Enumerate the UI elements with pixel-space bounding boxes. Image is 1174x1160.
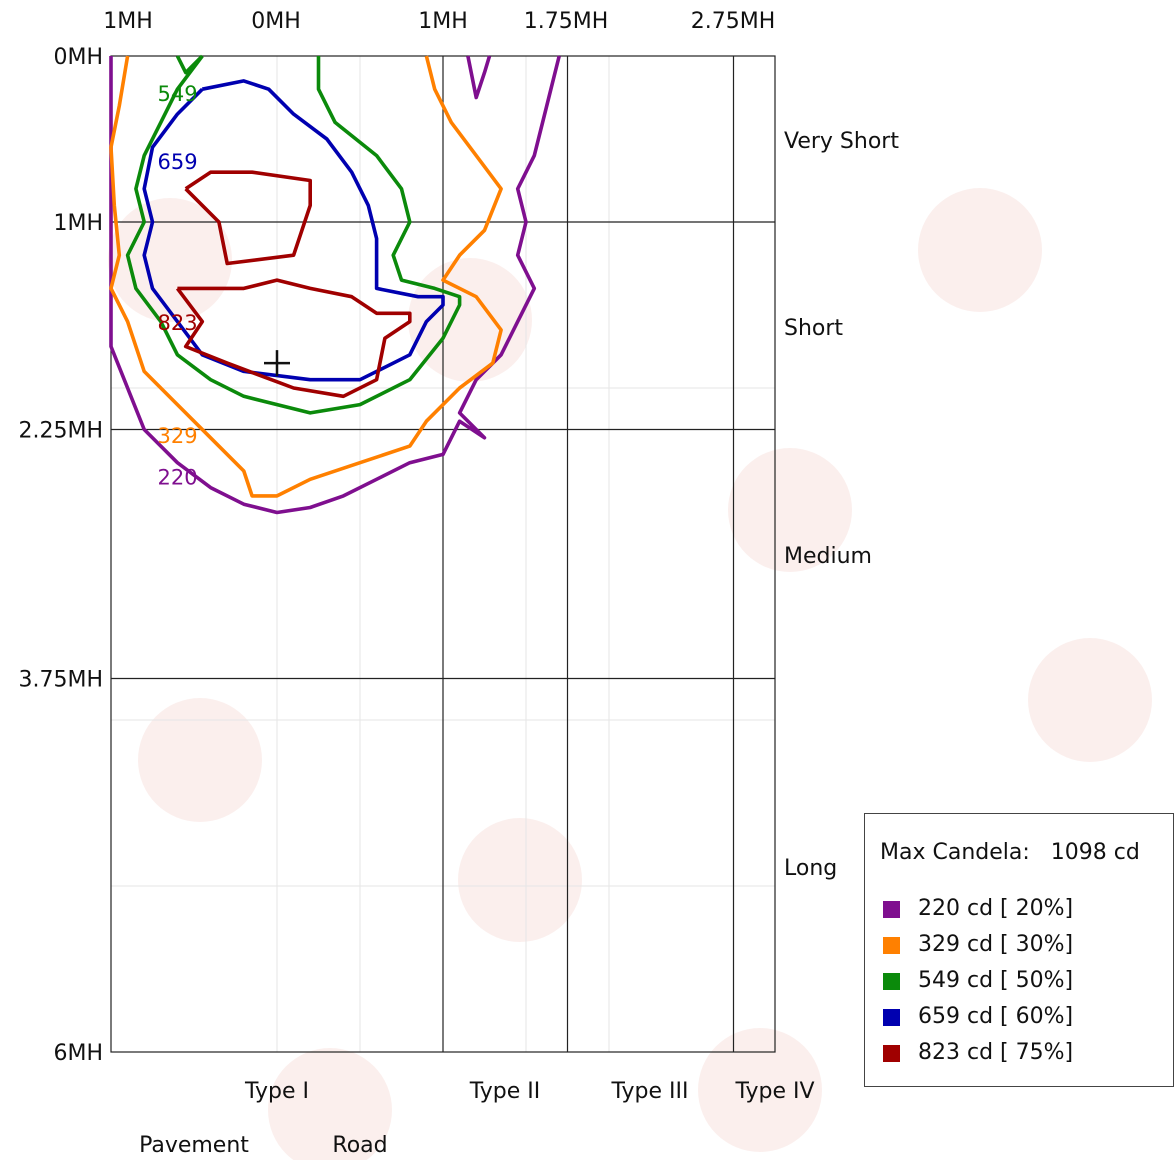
watermark-mark xyxy=(1028,638,1152,762)
distance-class-label: Medium xyxy=(784,544,872,569)
legend-swatch xyxy=(883,936,900,954)
y-tick-label: 2.25MH xyxy=(18,419,103,444)
max-candela-marker xyxy=(264,350,290,377)
max-candela-label: Max Candela: xyxy=(880,840,1030,865)
major-grid xyxy=(110,55,776,1053)
legend-swatch xyxy=(883,1008,900,1026)
watermark-mark xyxy=(268,1048,392,1160)
lateral-type-label: Type IV xyxy=(734,1079,814,1104)
legend-label: 220 cd [ 20%] xyxy=(918,896,1074,921)
x-tick-label: 1MH xyxy=(103,9,153,34)
contour-label-549: 549 xyxy=(157,82,197,106)
legend: Max Candela: 1098 cd 220 cd [ 20%] 329 cd… xyxy=(864,813,1174,1087)
legend-label: 823 cd [ 75%] xyxy=(918,1040,1074,1065)
watermark-mark xyxy=(698,1028,822,1152)
watermark-mark xyxy=(458,818,582,942)
legend-swatch xyxy=(883,972,900,990)
contour-label-329: 329 xyxy=(157,424,197,448)
contour-220-0 xyxy=(109,55,561,515)
legend-label: 659 cd [ 60%] xyxy=(918,1004,1074,1029)
lateral-type-label: Type III xyxy=(611,1079,689,1104)
legend-swatch xyxy=(883,1044,900,1062)
side-label: Pavement xyxy=(139,1133,249,1158)
contour-220-1 xyxy=(466,55,492,100)
side-label: Road xyxy=(332,1133,387,1158)
watermark-mark xyxy=(138,698,262,822)
y-tick-label: 1MH xyxy=(53,211,103,236)
legend-item-823: 823 cd [ 75%] xyxy=(883,1040,1073,1066)
y-tick-label: 3.75MH xyxy=(18,668,103,693)
legend-swatch xyxy=(883,900,900,918)
watermark-layer xyxy=(108,188,1152,1160)
contour-label-220: 220 xyxy=(157,465,197,489)
watermark-mark xyxy=(918,188,1042,312)
distance-class-label: Long xyxy=(784,856,837,881)
legend-item-329: 329 cd [ 30%] xyxy=(883,932,1073,958)
contour-label-659: 659 xyxy=(157,150,197,174)
max-candela-value: 1098 cd xyxy=(1050,840,1140,865)
contour-label-823: 823 xyxy=(157,311,197,335)
distance-class-label: Very Short xyxy=(784,129,899,154)
lateral-type-label: Type II xyxy=(469,1079,541,1104)
x-tick-label: 0MH xyxy=(251,9,301,34)
legend-item-659: 659 cd [ 60%] xyxy=(883,1004,1073,1030)
watermark-mark xyxy=(728,448,852,572)
legend-title: Max Candela: 1098 cd xyxy=(880,840,1140,865)
legend-label: 329 cd [ 30%] xyxy=(918,932,1074,957)
lateral-type-label: Type I xyxy=(244,1079,309,1104)
distance-class-label: Short xyxy=(784,316,843,341)
contour-lines xyxy=(109,54,561,515)
contour-329-2 xyxy=(109,55,503,498)
x-tick-label: 1MH xyxy=(418,9,468,34)
x-tick-label: 2.75MH xyxy=(691,9,776,34)
y-tick-label: 6MH xyxy=(53,1041,103,1066)
contour-659-5 xyxy=(142,79,445,382)
contour-549-3 xyxy=(125,54,462,415)
contour-823-6 xyxy=(175,278,412,399)
legend-item-549: 549 cd [ 50%] xyxy=(883,968,1073,994)
contour-823-7 xyxy=(184,170,312,266)
y-tick-label: 0MH xyxy=(53,45,103,70)
x-tick-label: 1.75MH xyxy=(524,9,609,34)
legend-item-220: 220 cd [ 20%] xyxy=(883,896,1073,922)
legend-label: 549 cd [ 50%] xyxy=(918,968,1074,993)
contour-549-4 xyxy=(175,54,204,75)
